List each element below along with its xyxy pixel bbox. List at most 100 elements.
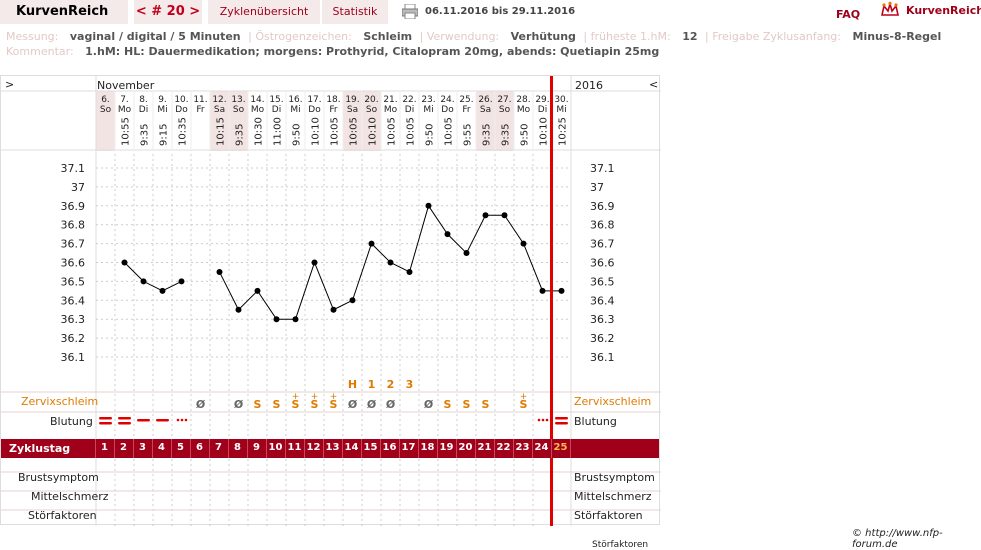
- day-time-label: 10:05: [349, 117, 360, 146]
- cycle-day-number: 10: [268, 442, 283, 453]
- info-row-settings: Messung: vaginal / digital / 5 Minuten |…: [6, 30, 942, 43]
- faq-link[interactable]: FAQ: [836, 8, 861, 21]
- temperature-point: [520, 240, 527, 247]
- cycle-day-divider: [361, 439, 362, 458]
- estrogen-value: Schleim: [363, 30, 413, 43]
- day-time-label: 10:05: [444, 117, 455, 146]
- day-date-label: 27.: [497, 95, 511, 105]
- cycle-day-number: 14: [344, 442, 359, 453]
- day-date-label: 29.: [535, 95, 549, 105]
- y-tick-label: 37.1: [61, 162, 86, 175]
- cycle-day-divider: [418, 439, 419, 458]
- temperature-point: [121, 259, 128, 266]
- cycle-navigation[interactable]: < # 20 >: [134, 0, 202, 24]
- print-icon[interactable]: [401, 3, 419, 20]
- day-time-label: 10:35: [178, 117, 189, 146]
- day-weekday-label: Mi: [556, 105, 566, 115]
- weekend-shade: [96, 91, 115, 151]
- day-date-label: 7.: [120, 95, 129, 105]
- use-label: Verwendung:: [426, 30, 500, 43]
- cycle-day-divider: [532, 439, 533, 458]
- day-date-label: 23.: [421, 95, 435, 105]
- cycle-day-divider: [342, 439, 343, 458]
- day-time-label: 9:35: [501, 124, 512, 146]
- bleeding-heavy-mark: [99, 417, 112, 420]
- day-date-label: 24.: [440, 95, 454, 105]
- day-weekday-label: So: [366, 105, 378, 115]
- cycle-day-number: 22: [496, 442, 511, 453]
- y-tick-label: 36.3: [61, 313, 86, 326]
- tab-statistics[interactable]: Statistik: [322, 0, 388, 24]
- cycle-day-number: 21: [477, 442, 492, 453]
- day-date-label: 28.: [516, 95, 530, 105]
- day-weekday-label: Di: [405, 105, 414, 115]
- y-tick-label-right: 37: [590, 181, 604, 194]
- temperature-point: [311, 259, 318, 266]
- day-time-label: 9:35: [482, 124, 493, 146]
- disturb-row-label-right: Störfaktoren: [574, 509, 643, 522]
- weekend-shade: [343, 91, 362, 151]
- cervix-symbol: S: [444, 398, 452, 411]
- day-time-label: 10:05: [406, 117, 417, 146]
- cycle-day-number: 23: [515, 442, 530, 453]
- y-tick-label: 36.9: [61, 200, 86, 213]
- scroll-right-arrow[interactable]: <: [649, 78, 659, 91]
- temperature-point: [368, 240, 375, 247]
- y-tick-label-right: 36.3: [590, 313, 615, 326]
- top-bar: KurvenReich < # 20 > Zyklenübersicht Sta…: [0, 0, 981, 26]
- day-date-label: 9.: [158, 95, 167, 105]
- temperature-point: [463, 250, 470, 257]
- brand-title[interactable]: KurvenReich: [0, 0, 128, 24]
- cervix-symbol: S: [482, 398, 490, 411]
- temperature-point: [349, 297, 356, 304]
- cycle-day-divider: [570, 439, 571, 458]
- day-date-label: 15.: [269, 95, 283, 105]
- cycle-day-divider: [437, 439, 438, 458]
- crown-icon[interactable]: [880, 1, 900, 21]
- temperature-point: [425, 202, 432, 209]
- bleeding-medium-mark: [156, 419, 169, 422]
- temperature-point: [216, 268, 223, 275]
- day-weekday-label: Fr: [196, 105, 205, 115]
- y-tick-label-right: 36.4: [590, 294, 615, 307]
- cycle-day-number: 25: [553, 442, 568, 453]
- bleeding-spot-mark: [180, 418, 184, 422]
- date-range: 06.11.2016 bis 29.11.2016: [425, 6, 576, 17]
- y-tick-label: 37: [71, 181, 85, 194]
- temperature-point: [235, 306, 242, 313]
- comment-value: 1.hM: HL: Dauermedikation; morgens: Prot…: [85, 45, 660, 58]
- temperature-point: [387, 259, 394, 266]
- measurement-label: Messung:: [6, 30, 59, 43]
- estrogen-label: Östrogenzeichen:: [255, 30, 352, 43]
- temperature-point: [273, 316, 280, 323]
- cycle-day-number: 20: [458, 442, 473, 453]
- peak-marker: H: [348, 378, 357, 391]
- temperature-point: [330, 306, 337, 313]
- cervix-symbol: S: [292, 398, 300, 411]
- bleeding-spot-mark: [176, 418, 180, 422]
- weekend-shade: [476, 91, 495, 151]
- cycle-day-number: 24: [534, 442, 549, 453]
- day-date-label: 18.: [326, 95, 340, 105]
- y-tick-label: 36.2: [61, 332, 86, 345]
- cycle-day-number: 3: [139, 442, 146, 453]
- day-weekday-label: Di: [538, 105, 547, 115]
- day-date-label: 20.: [364, 95, 378, 105]
- tab-cycle-overview[interactable]: Zyklenübersicht: [208, 0, 320, 24]
- cycle-day-divider: [513, 439, 514, 458]
- logo-text[interactable]: KurvenReich: [906, 4, 981, 17]
- y-tick-label: 36.5: [61, 275, 86, 288]
- scroll-left-arrow[interactable]: >: [5, 78, 15, 91]
- day-date-label: 16.: [288, 95, 302, 105]
- day-weekday-label: Di: [139, 105, 148, 115]
- day-time-label: 10:05: [387, 117, 398, 146]
- peak-marker: 3: [406, 378, 414, 391]
- day-date-label: 26.: [478, 95, 492, 105]
- day-weekday-label: Mo: [118, 105, 132, 115]
- cervix-symbol: Ø: [424, 398, 434, 411]
- day-time-label: 9:15: [159, 124, 170, 146]
- cycle-day-divider: [209, 439, 210, 458]
- earliest-value: 12: [682, 30, 698, 43]
- weekend-shade: [210, 91, 229, 151]
